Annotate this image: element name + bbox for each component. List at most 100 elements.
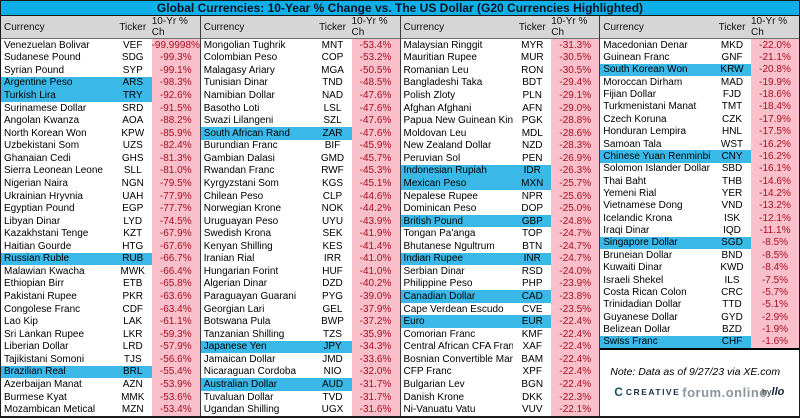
- table-body: Currency Ticker 10-Yr % Ch Venezuelan Bo…: [1, 16, 799, 416]
- currency-row: Turkmenistani Manat TMT -18.4%: [600, 100, 799, 114]
- currency-row: Afghan Afghani AFN -29.0%: [401, 101, 600, 115]
- currency-name: Bosnian Convertible Mark: [403, 353, 514, 365]
- change-column-header: 10-Yr % Ch: [151, 16, 188, 38]
- currency-ticker: CLP: [322, 190, 343, 202]
- currency-row: Kuwaiti Dinar KWD -8.4%: [600, 261, 799, 274]
- currency-change: -30.5%: [551, 51, 600, 65]
- change-column-header: 10-Yr % Ch: [551, 16, 588, 38]
- currency-change: -11.1%: [751, 224, 799, 237]
- currency-ticker: XAF: [522, 341, 542, 353]
- currency-row: Angolan Kwanza AOA -88.2%: [1, 114, 200, 127]
- currency-change: -30.5%: [551, 64, 600, 77]
- currency-row: Bhutanese Ngultrum BTN -24.7%: [401, 240, 600, 253]
- currency-row: Nicaraguan Cordoba NIO -32.0%: [201, 365, 400, 379]
- currency-change: -7.5%: [751, 273, 799, 287]
- currency-change: -5.1%: [751, 298, 799, 311]
- currency-name: CFP Franc: [403, 366, 452, 378]
- currency-change: -24.8%: [551, 214, 600, 228]
- currency-change: -25.7%: [551, 177, 600, 190]
- currency-name: Central African CFA Franc: [403, 341, 514, 353]
- currency-ticker: NAD: [321, 90, 344, 102]
- currency-change: -31.3%: [551, 39, 600, 52]
- currency-change: -43.9%: [351, 214, 400, 228]
- currency-row: Cape Verdean Escudo CVE -23.5%: [401, 302, 600, 316]
- currency-ticker: RUB: [113, 252, 152, 266]
- currency-name: Yemeni Rial: [603, 187, 657, 199]
- currency-row: Georgian Lari GEL -37.9%: [201, 302, 400, 316]
- currency-ticker: BGN: [521, 378, 544, 390]
- currency-name: Basotho Loti: [203, 102, 260, 114]
- currency-change: -79.5%: [151, 177, 200, 190]
- column-header-row: Currency Ticker 10-Yr % Ch: [1, 16, 200, 39]
- currency-change: -22.4%: [551, 315, 600, 328]
- column-header-row: Currency Ticker 10-Yr % Ch: [600, 16, 799, 39]
- table-column-group-1: Currency Ticker 10-Yr % Ch Venezuelan Bo…: [1, 16, 200, 416]
- currency-ticker: MMK: [121, 391, 145, 403]
- currency-name: Nepalese Rupee: [403, 190, 479, 202]
- currency-name: Bulgarian Lev: [403, 378, 465, 390]
- brand-mark-icon: C: [614, 385, 623, 400]
- currency-change: -22.0%: [751, 39, 799, 52]
- currency-name: Polish Zloty: [403, 90, 456, 102]
- currency-row: Surinamese Dollar SRD -91.5%: [1, 101, 200, 115]
- column-header-row: Currency Ticker 10-Yr % Ch: [200, 16, 400, 39]
- currency-name: Tajikistani Somoni: [4, 353, 85, 365]
- currency-row: Samoan Tala WST -16.2%: [600, 137, 799, 151]
- currency-name: Sudanese Pound: [4, 52, 81, 64]
- currency-name: Vietnamese Dong: [603, 200, 683, 212]
- currency-change: -26.9%: [551, 152, 600, 165]
- currency-ticker: BRL: [113, 365, 152, 379]
- currency-change: -31.7%: [351, 378, 400, 391]
- currency-change: -63.4%: [151, 302, 200, 316]
- currency-ticker: TRY: [113, 89, 152, 102]
- currency-ticker: GEL: [322, 303, 343, 315]
- currency-row: Mongolian Tughrik MNT -53.4%: [201, 39, 400, 52]
- currency-ticker: CNY: [713, 150, 751, 163]
- currency-change: -31.7%: [351, 390, 400, 404]
- currency-change: -8.5%: [751, 249, 799, 262]
- currency-ticker: GYD: [721, 311, 743, 323]
- currency-ticker: TVD: [322, 391, 343, 403]
- currency-name: Tuvaluan Dollar: [203, 391, 274, 403]
- currency-ticker: MWK: [120, 265, 145, 277]
- currency-change: -22.3%: [551, 390, 600, 404]
- currency-change: -22.4%: [551, 353, 600, 366]
- currency-change: -22.4%: [551, 327, 600, 341]
- currency-row-g20: British Pound GBP -24.8%: [400, 214, 600, 228]
- currency-ticker: CAD: [513, 290, 552, 303]
- currency-row: Colombian Peso COP -53.2%: [201, 51, 400, 65]
- currency-name: Moroccan Dirham: [603, 76, 683, 88]
- currency-name: Haitian Gourde: [4, 240, 72, 252]
- currency-name: Swiss Franc: [600, 335, 713, 348]
- currency-name: Kazakhstani Tenge: [4, 228, 89, 240]
- currency-row: Tajikistani Somoni TJS -56.6%: [1, 353, 200, 366]
- currency-change: -45.9%: [351, 139, 400, 153]
- currency-name: Georgian Lari: [203, 303, 265, 315]
- currency-change: -41.0%: [351, 265, 400, 278]
- currency-change: -24.7%: [551, 227, 600, 240]
- currency-name: Rwandan Franc: [203, 165, 275, 177]
- currency-change: -23.8%: [551, 290, 600, 303]
- currency-change: -81.3%: [151, 152, 200, 165]
- currency-change: -18.6%: [751, 88, 799, 101]
- currency-ticker: FJD: [722, 89, 742, 101]
- currency-ticker: PHP: [521, 278, 543, 290]
- currency-row: Haitian Gourde HTG -67.6%: [1, 240, 200, 253]
- currency-ticker: PGK: [521, 115, 543, 127]
- currency-name: Iranian Rial: [203, 253, 255, 265]
- table-column-group-4: Currency Ticker 10-Yr % Ch Macedonian De…: [599, 16, 799, 416]
- currency-ticker: AFN: [522, 102, 543, 114]
- currency-row: Uruguayan Peso UYU -43.9%: [201, 214, 400, 228]
- currency-name: Guinean Franc: [603, 52, 670, 64]
- currency-change: -81.0%: [151, 164, 200, 178]
- currency-name: Serbian Dinar: [403, 265, 465, 277]
- currency-row-g20: Indian Rupee INR -24.7%: [400, 252, 600, 266]
- currency-change: -22.4%: [551, 340, 600, 354]
- currency-row: Honduran Lempira HNL -17.5%: [600, 125, 799, 138]
- currency-name: Ugandan Shilling: [203, 404, 280, 416]
- currency-column-header: Currency: [403, 21, 445, 33]
- currency-name: Ukrainian Hryvnia: [4, 190, 83, 202]
- currency-row: Burmese Kyat MMK -53.6%: [1, 390, 200, 404]
- currency-row: Lao Kip LAK -61.1%: [1, 315, 200, 328]
- currency-ticker: MZN: [121, 404, 144, 416]
